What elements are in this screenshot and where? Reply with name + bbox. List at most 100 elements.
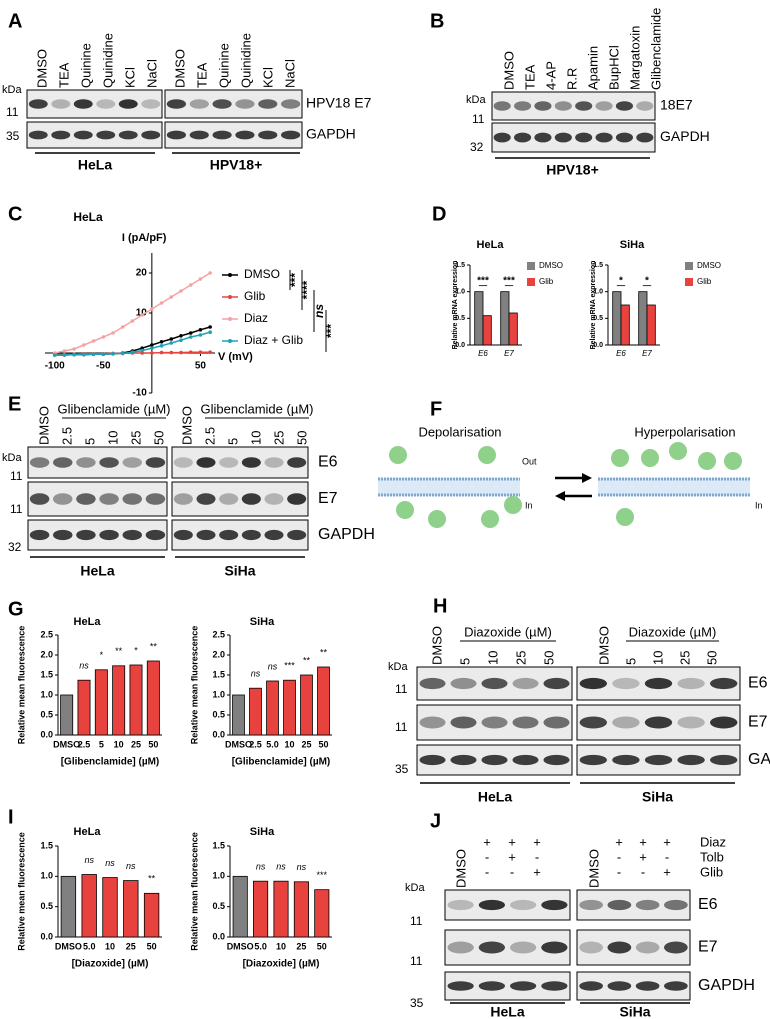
x-tick-label: DMSO <box>227 941 254 951</box>
blot-band <box>173 493 193 505</box>
lane-label: Quinine <box>78 43 93 88</box>
panel-letter: E <box>8 393 21 415</box>
y-tick-label: 0.0 <box>455 342 465 349</box>
condition-sign: + <box>508 849 516 864</box>
blot <box>27 519 168 551</box>
blot-band <box>710 716 738 729</box>
y-tick-label: 1.5 <box>40 840 53 850</box>
series-point <box>169 337 174 341</box>
row-label: HPV18 E7 <box>306 95 372 111</box>
x-tick-label: 25 <box>131 739 141 749</box>
x-tick-label: DMSO <box>225 739 252 749</box>
blot-band <box>636 101 654 111</box>
blot-band <box>447 899 474 911</box>
y-tick-label: -10 <box>132 388 147 399</box>
lane-label: 2.5 <box>59 427 74 445</box>
panel-letter: B <box>430 10 444 32</box>
group-label: HPV18+ <box>546 162 599 178</box>
bar <box>146 660 160 736</box>
y-axis-label: Relative mRNA expression <box>590 261 597 350</box>
legend-marker <box>228 339 232 343</box>
significance-label: *** <box>324 324 338 338</box>
ion <box>396 501 414 519</box>
marker-label: 11 <box>410 914 423 928</box>
lane-label: 5 <box>457 658 472 665</box>
x-axis-label: [Glibenclamide] (µM) <box>61 757 160 768</box>
blot-band <box>543 754 570 766</box>
marker-label: 35 <box>6 129 20 143</box>
blot-band <box>189 130 209 140</box>
blot-band <box>219 457 239 468</box>
blot-band <box>510 981 537 991</box>
side-label: In <box>525 500 533 510</box>
series-point <box>150 343 154 347</box>
blot-band <box>287 493 307 505</box>
lane-label: 5 <box>225 438 240 445</box>
blot-band <box>264 493 284 505</box>
chart-title: HeLa <box>477 239 505 251</box>
marker-label: 11 <box>395 682 408 696</box>
blot-band <box>264 457 284 468</box>
blot <box>171 519 309 551</box>
legend-label: Diaz <box>244 311 268 325</box>
blot <box>26 89 163 119</box>
lane-label: DMSO <box>172 49 187 88</box>
bar <box>129 664 143 736</box>
y-tick-label: 0.0 <box>40 931 53 941</box>
x-tick-label: 5 <box>99 739 104 749</box>
blot-band <box>29 457 50 468</box>
legend-marker <box>228 295 232 299</box>
series-point <box>82 343 86 347</box>
series-point <box>62 353 67 357</box>
blot-band <box>595 101 613 111</box>
blot-band <box>595 132 613 143</box>
y-tick-label: 0.5 <box>455 315 465 322</box>
blot-band <box>612 677 640 690</box>
blot-band <box>554 132 572 143</box>
series-point <box>111 331 115 335</box>
blot-band <box>29 493 50 505</box>
series-point <box>188 350 193 355</box>
condition-sign: - <box>535 849 539 864</box>
blot <box>27 446 168 479</box>
series-point <box>72 347 76 351</box>
blot-band <box>122 493 142 505</box>
lane-label: Margatoxin <box>627 26 642 90</box>
series-point <box>188 335 193 339</box>
blot-band <box>419 754 446 766</box>
bar <box>638 291 648 346</box>
series-point <box>169 341 174 345</box>
blot-band <box>53 493 73 505</box>
significance-label: ns <box>251 669 261 679</box>
x-axis-label: [Diazoxide] (µM) <box>243 959 320 970</box>
lane-label: 25 <box>128 431 143 445</box>
x-tick-label: E6 <box>616 349 626 358</box>
lane-label: Quinidine <box>100 33 115 88</box>
condition-sign: + <box>533 864 541 879</box>
legend-marker <box>228 317 232 321</box>
panel-letter: G <box>8 598 24 620</box>
series-point <box>208 330 212 335</box>
row-label: E7 <box>318 490 338 507</box>
series-point <box>208 271 212 275</box>
blot-band <box>118 130 138 140</box>
series-point <box>101 335 106 339</box>
blot-band <box>664 941 688 954</box>
row-label: E6 <box>318 454 338 471</box>
blot-band <box>219 493 239 505</box>
blot-band <box>635 941 660 954</box>
group-label: HeLa <box>78 157 112 173</box>
blot <box>26 121 163 149</box>
bar <box>317 666 330 736</box>
blot-band <box>189 99 209 109</box>
panel-letter: F <box>430 398 442 420</box>
series-point <box>179 350 183 355</box>
lane-label: 25 <box>677 651 692 665</box>
x-tick-label: 50 <box>195 361 207 372</box>
condition-sign: - <box>510 864 514 879</box>
blot-band <box>575 132 593 143</box>
x-tick-label: 10 <box>114 739 124 749</box>
blot-band <box>450 677 477 690</box>
condition-label: Tolb <box>700 849 724 864</box>
blot-band <box>644 677 673 690</box>
